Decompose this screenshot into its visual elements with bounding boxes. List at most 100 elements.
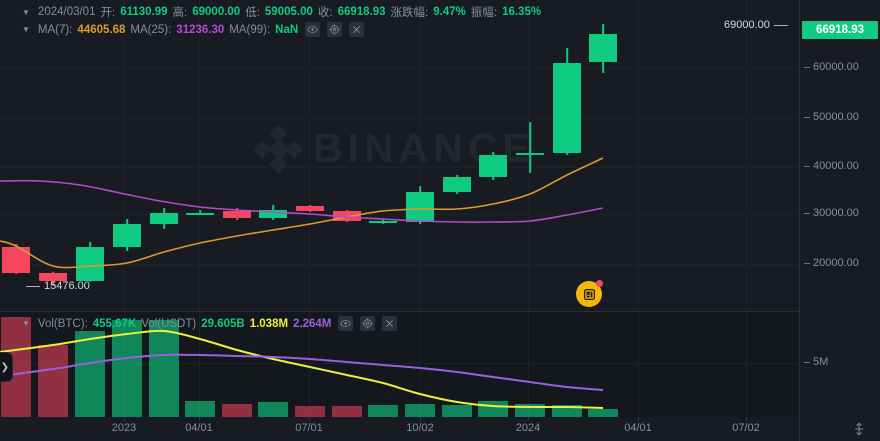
legend-open-label: 开: [100, 7, 116, 19]
ohlc-legend: ▼ 2024/03/01 开: 61130.99 高: 69000.00 低: … [22, 4, 541, 20]
time-notch [420, 417, 421, 421]
ma25-value: 31236.30 [176, 23, 225, 36]
time-notch [199, 417, 200, 421]
ma99-label: MA(99): [229, 23, 271, 36]
candle-body [223, 210, 251, 218]
legend-close-label: 收: [317, 7, 333, 19]
high-marker-dash [773, 24, 788, 26]
volume-bar [332, 406, 362, 417]
candle [223, 0, 251, 310]
legend-high-label: 高: [172, 7, 188, 19]
notes-widget-button[interactable] [576, 280, 603, 307]
time-gridline [420, 0, 421, 310]
vol-usdt-value: 29.605B [201, 317, 245, 330]
candle-body [113, 223, 141, 248]
candle [186, 0, 214, 310]
vertical-scale-button[interactable] [850, 420, 868, 438]
ma-settings-gear-icon[interactable] [327, 22, 343, 37]
time-notch [528, 417, 529, 421]
price-gridline [0, 118, 800, 119]
ma-visibility-eye-icon[interactable] [305, 22, 321, 37]
time-notch [638, 417, 639, 421]
collapse-ohlc-caret-icon[interactable]: ▼ [22, 7, 30, 17]
ma-close-icon[interactable] [349, 22, 365, 37]
price-tick: 40000.00 [804, 160, 859, 172]
volume-bar [405, 404, 435, 417]
expand-right-chevron-icon: ❯ [0, 361, 9, 373]
last-price-badge[interactable]: 66918.93 [802, 21, 878, 39]
candle-body [186, 212, 214, 215]
volume-bar [185, 401, 215, 417]
legend-low-label: 低: [245, 7, 260, 19]
time-tick-label: 07/01 [295, 422, 323, 434]
volume-bar [258, 402, 288, 417]
candle-body [479, 155, 507, 178]
expand-left-panel-handle[interactable]: ❯ [0, 352, 13, 382]
time-gridline [420, 312, 421, 417]
candle [479, 0, 507, 310]
time-gridline [199, 312, 200, 417]
legend-high-value: 69000.00 [192, 6, 241, 18]
time-gridline [638, 0, 639, 310]
candle [333, 0, 361, 310]
volume-bar [149, 320, 179, 417]
candle-body [406, 191, 434, 222]
tick-dash [804, 262, 810, 264]
tick-dash [804, 361, 810, 363]
ma25-line [0, 179, 604, 223]
candle [150, 0, 178, 310]
candle-body [150, 212, 178, 224]
candle [516, 0, 544, 310]
price-axis-divider [799, 0, 800, 417]
volume-visibility-eye-icon[interactable] [338, 316, 354, 331]
volume-settings-gear-icon[interactable] [360, 316, 376, 331]
vol-ma-violet-value: 2.264M [293, 317, 332, 330]
candle-body [333, 210, 361, 222]
volume-tick: 5M [804, 356, 828, 368]
low-price-marker: 15476.00 [26, 280, 90, 292]
volume-close-icon[interactable] [382, 316, 398, 331]
time-tick-label: 04/01 [185, 422, 213, 434]
legend-low-value: 59005.00 [264, 6, 313, 18]
volume-pane[interactable] [0, 312, 800, 417]
pane-separator[interactable] [0, 311, 800, 312]
candle [553, 0, 581, 310]
candle [113, 0, 141, 310]
volume-bar [75, 331, 105, 417]
vol-ma-violet-line [0, 353, 604, 391]
time-tick-label: 2024 [515, 422, 541, 434]
price-tick: 60000.00 [804, 61, 859, 73]
volume-ma-overlay [0, 329, 604, 409]
legend-close-value: 66918.93 [337, 6, 386, 18]
volume-gridline [0, 363, 800, 364]
ma99-value: NaN [275, 23, 299, 36]
candle [589, 0, 617, 310]
time-notch [124, 417, 125, 421]
volume-bar [442, 405, 472, 417]
candle [443, 0, 471, 310]
high-price-marker: 69000.00 [724, 19, 788, 31]
legend-date: 2024/03/01 [37, 6, 96, 18]
ma25-label: MA(25): [130, 23, 172, 36]
collapse-volume-caret-icon[interactable]: ▼ [22, 319, 30, 328]
time-tick-label: 07/02 [732, 422, 760, 434]
price-pane[interactable]: BINANCE 69000.00 15476.00 [0, 0, 800, 310]
price-tick: 50000.00 [804, 111, 859, 123]
price-gridline [0, 167, 800, 168]
vol-btc-value: 455.67K [92, 317, 137, 330]
volume-bar [588, 409, 618, 417]
time-tick-label: 04/01 [624, 422, 652, 434]
time-axis[interactable]: 2023 04/01 07/01 10/02 2024 04/01 07/02 [0, 417, 880, 441]
vol-ma-yellow-value: 1.038M [249, 317, 289, 330]
time-gridline [124, 0, 125, 310]
time-gridline [309, 0, 310, 310]
vol-usdt-label: Vol(USDT) [141, 317, 197, 330]
time-notch [309, 417, 310, 421]
collapse-ma-caret-icon[interactable]: ▼ [22, 25, 30, 34]
time-gridline [638, 312, 639, 417]
legend-amplitude-value: 16.35% [502, 6, 542, 18]
candle-wick [529, 122, 531, 174]
price-gridline [0, 214, 800, 215]
price-axis[interactable]: 60000.00 50000.00 40000.00 30000.00 20000.00… [800, 0, 880, 417]
ma7-line [0, 157, 604, 269]
